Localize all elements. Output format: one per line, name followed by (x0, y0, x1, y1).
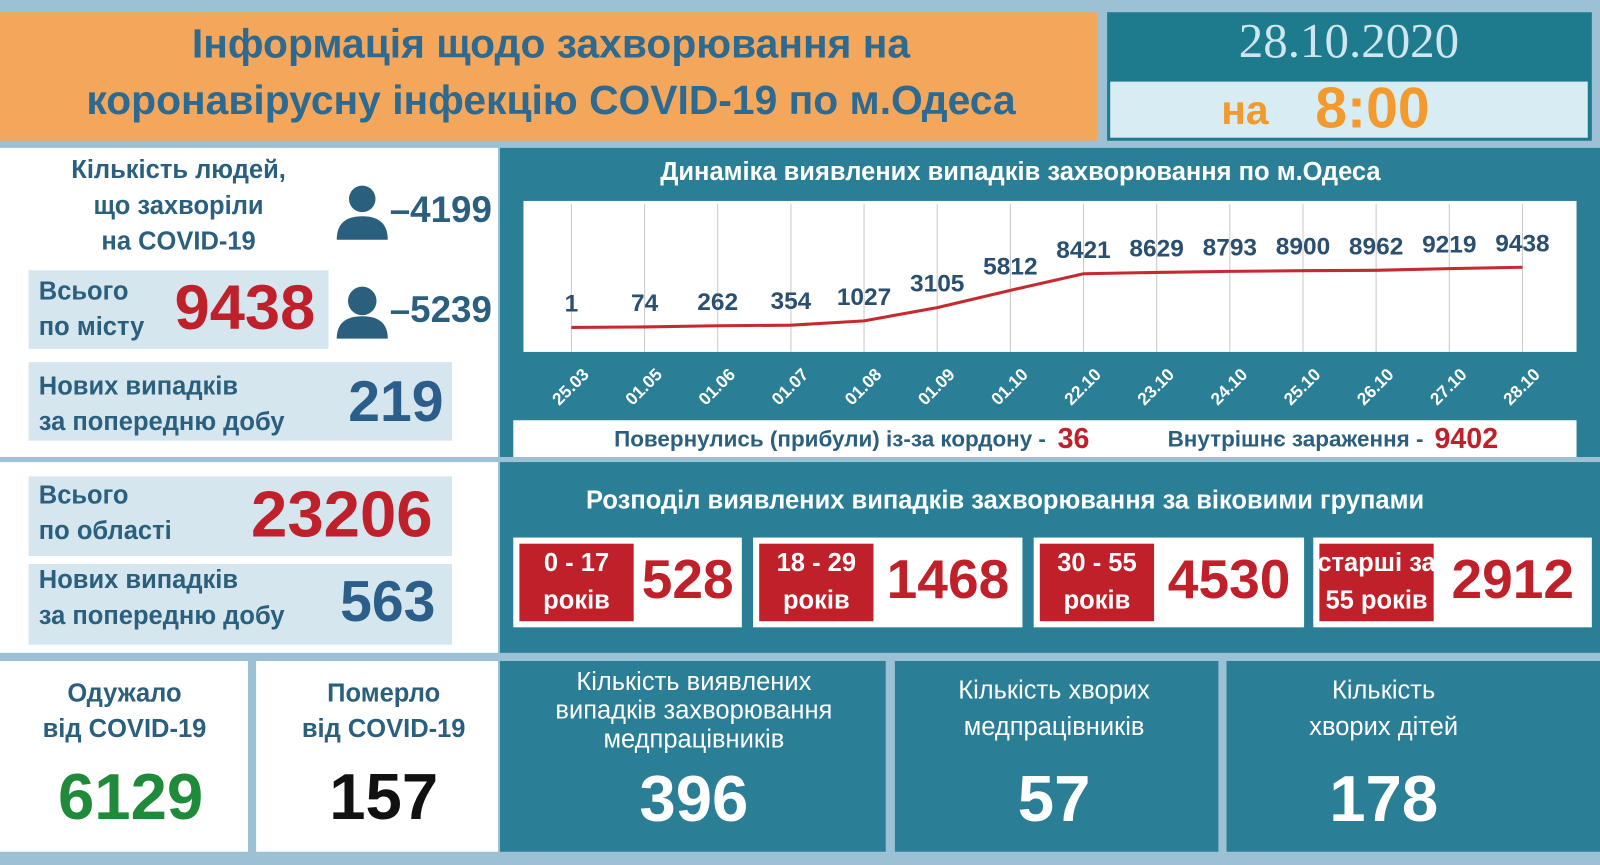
data-label: 9438 (1495, 230, 1549, 257)
medics-cases-panel (500, 660, 886, 852)
age-label: 18 - 29 (777, 549, 856, 577)
region-new: 563 (340, 570, 435, 634)
label: Нових випадків (39, 566, 238, 594)
women: –5239 (390, 289, 492, 330)
data-label: 1 (565, 290, 579, 317)
age-title: Розподіл виявлених випадків захворювання… (586, 487, 1424, 515)
data-label: 8900 (1276, 234, 1330, 261)
box (28, 270, 329, 349)
time: 8:00 (1315, 76, 1429, 140)
age-value: 2912 (1451, 548, 1574, 610)
label: від COVID-19 (43, 715, 207, 743)
title: коронавірусну інфекцію COVID-19 по м.Оде… (86, 77, 1016, 123)
label: за попередню добу (39, 408, 286, 436)
label: від COVID-19 (302, 715, 466, 743)
age-label-box (1039, 543, 1155, 622)
plot-area (523, 200, 1577, 352)
data-label: 8421 (1056, 237, 1110, 264)
data-label: 74 (631, 290, 659, 317)
label: Повернулись (прибули) із-за кордону - (614, 427, 1046, 452)
label: Кількість хворих (958, 676, 1150, 704)
label: Всього (39, 482, 129, 510)
died: 157 (329, 760, 438, 833)
age-label: 0 - 17 (544, 549, 609, 577)
age-label: років (543, 587, 610, 615)
medics-sick-panel (894, 660, 1219, 852)
data-label: 354 (770, 288, 811, 315)
recovered-panel (0, 660, 248, 852)
box (28, 564, 453, 645)
data-label: 8629 (1129, 235, 1183, 262)
children-panel (1226, 660, 1600, 852)
time-prefix: на (1221, 87, 1269, 133)
data-label: 3105 (910, 271, 964, 298)
age-label: старші за (1317, 549, 1436, 577)
label: на COVID-19 (101, 228, 255, 256)
female-icon (336, 286, 388, 339)
label: Кількість (1332, 676, 1435, 704)
data-label: 8962 (1349, 233, 1403, 260)
time-strip (1110, 81, 1588, 138)
line (571, 265, 1523, 329)
medics-cases: 396 (639, 762, 748, 835)
age-label: 55 років (1325, 587, 1427, 615)
age-value: 1468 (887, 548, 1010, 610)
age-label-box (759, 543, 874, 622)
chart-title: Динаміка виявлених випадків захворювання… (660, 158, 1381, 186)
age-label-box (1319, 543, 1434, 622)
died-panel (256, 660, 498, 852)
age-label: років (1064, 587, 1131, 615)
age-groups: 0 - 17 років 528 18 - 29 років 1468 30 - 55 рок… (513, 537, 1592, 628)
children: 178 (1329, 762, 1438, 835)
age-value: 528 (642, 548, 734, 610)
label: Внутрішнє зараження - (1168, 427, 1424, 452)
label: Кількість виявлених (576, 668, 811, 696)
age-label: 30 - 55 (1057, 549, 1136, 577)
data-label: 5812 (983, 253, 1037, 280)
title: Інформація щодо захворювання на (192, 21, 911, 67)
label: хворих дітей (1309, 713, 1458, 741)
men: –4199 (390, 189, 492, 230)
age-label-box (519, 543, 634, 622)
region-total: 23206 (251, 477, 433, 550)
label: Всього (39, 277, 129, 305)
box (28, 362, 453, 441)
label: випадків захворювання (555, 697, 832, 725)
data-label: 8793 (1203, 234, 1257, 261)
label: медпрацівників (964, 713, 1145, 741)
label: Одужало (67, 679, 181, 707)
local: 9402 (1435, 423, 1499, 455)
label: Кількість людей, (71, 156, 286, 184)
city-total: 9438 (175, 273, 316, 343)
box (28, 476, 453, 556)
age-value: 4530 (1168, 548, 1291, 610)
sources-strip (513, 420, 1577, 457)
label: що захворіли (94, 192, 264, 220)
data-label: 262 (697, 289, 738, 316)
label: медпрацівників (604, 725, 785, 753)
label: Нових випадків (39, 372, 238, 400)
label: по області (39, 517, 172, 545)
data-label: 1027 (837, 284, 891, 311)
city-new: 219 (348, 370, 443, 434)
recovered: 6129 (58, 760, 203, 833)
label: Померло (327, 679, 440, 707)
age-label: років (783, 587, 850, 615)
data-label: 9219 (1422, 232, 1476, 259)
label: за попередню добу (39, 602, 286, 630)
date: 28.10.2020 (1239, 13, 1459, 68)
label: по місту (39, 313, 145, 341)
returned: 36 (1058, 423, 1090, 455)
medics-sick: 57 (1018, 762, 1091, 835)
title-panel (0, 12, 1097, 141)
male-icon (336, 185, 388, 240)
